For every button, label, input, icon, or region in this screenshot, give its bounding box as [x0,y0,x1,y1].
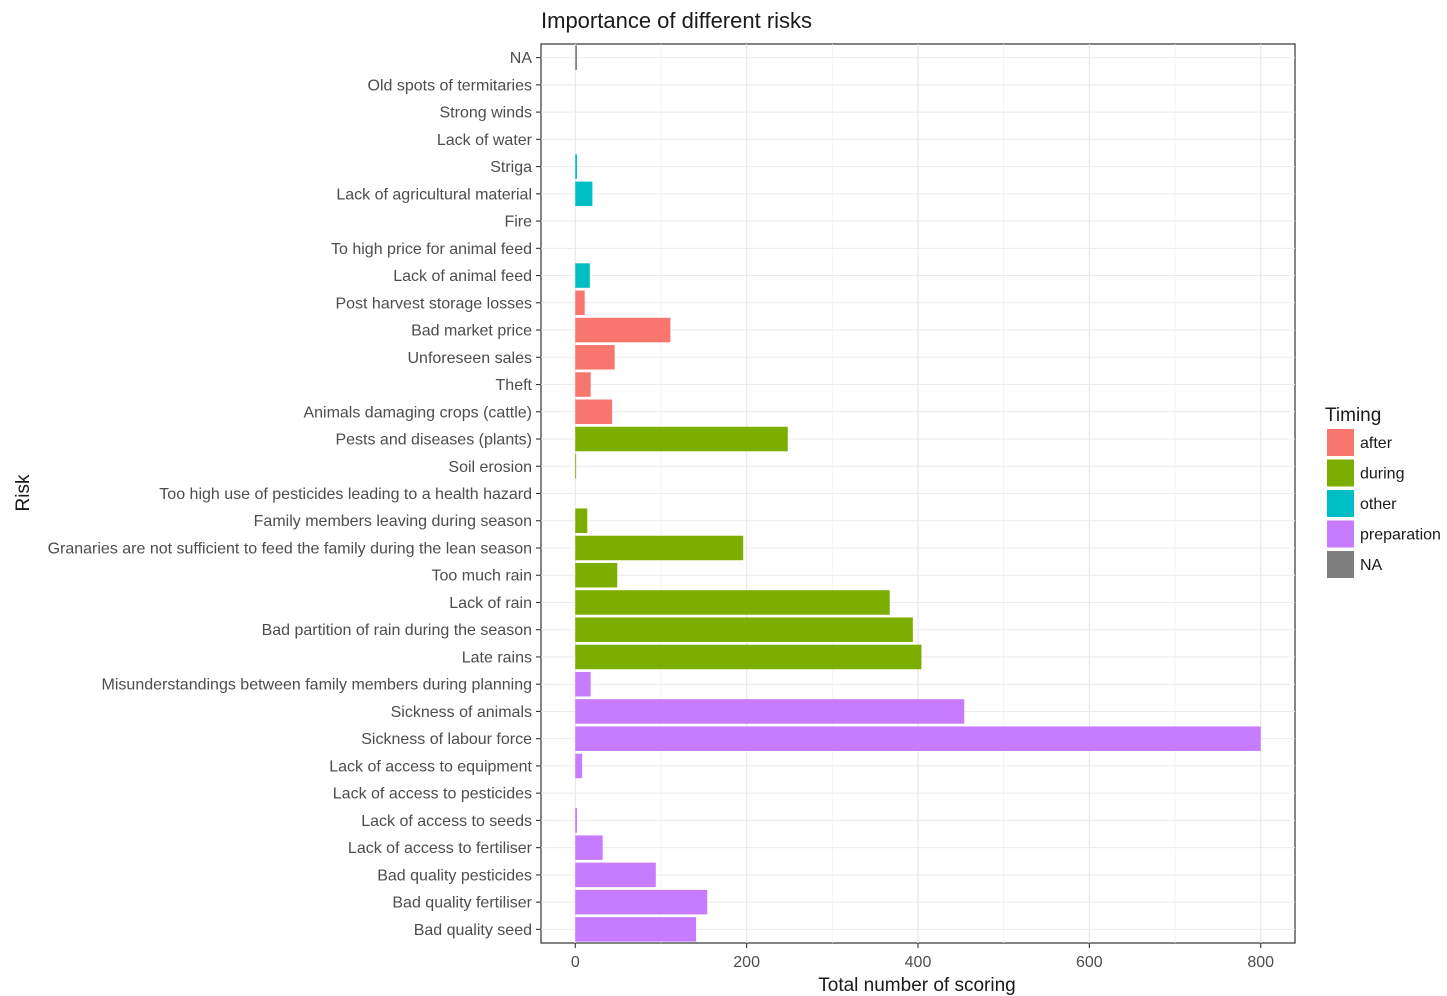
y-tick-label: Lack of access to fertiliser [348,840,533,857]
y-tick-label: Pests and diseases (plants) [335,432,532,449]
legend-label: after [1360,435,1393,452]
legend-swatch [1327,551,1354,578]
legend-swatch [1327,520,1354,548]
bar [575,453,577,479]
x-axis-title: Total number of scoring [818,975,1016,996]
bar [575,835,603,860]
bar [575,644,922,670]
y-tick-label: Strong winds [440,105,533,122]
bar [575,372,591,397]
legend-swatch [1327,490,1354,517]
bar [575,345,615,370]
bar [575,862,656,888]
bar [575,808,577,833]
y-tick-label: Bad market price [411,323,532,340]
bar [575,617,913,642]
y-tick-label: Too high use of pesticides leading to a … [159,486,532,503]
y-tick-label: To high price for animal feed [331,241,532,258]
x-tick-label: 0 [571,954,580,971]
y-tick-label: Bad quality pesticides [377,867,532,884]
bar [575,590,890,615]
bar [575,535,744,561]
bar [575,290,585,316]
y-tick-label: Lack of agricultural material [336,186,532,203]
y-axis-ticks: NA Old spots of termitaries Strong winds La… [48,50,541,939]
legend-swatch [1327,429,1354,456]
bar [575,753,583,779]
x-tick-label: 400 [905,954,932,971]
y-tick-label: Family members leaving during season [254,513,532,530]
legend-label: preparation [1360,527,1441,544]
x-axis-ticks: 0 200 400 600 800 [571,943,1274,971]
y-axis-title: Risk [13,474,34,511]
y-tick-label: Theft [496,377,533,394]
bar [575,508,588,534]
y-tick-label: Sickness of labour force [361,731,532,748]
y-tick-label: Lack of access to equipment [329,758,532,775]
bar [575,45,577,70]
bar [575,726,1261,751]
bar [575,671,591,697]
x-tick-label: 800 [1247,954,1274,971]
y-tick-label: Lack of access to pesticides [333,786,532,803]
y-tick-label: Granaries are not sufficient to feed the… [48,540,532,557]
y-tick-label: Fire [504,214,532,231]
y-tick-label: Animals damaging crops (cattle) [303,404,532,421]
y-tick-label: Lack of access to seeds [361,813,532,830]
y-tick-label: Soil erosion [448,459,532,476]
bar [575,263,590,288]
bar [575,562,618,588]
bar [575,917,697,942]
bar [575,699,965,724]
bar [575,154,577,179]
legend-label: during [1360,466,1404,483]
bar [575,889,708,915]
legend-title: Timing [1325,405,1381,426]
y-tick-label: Lack of animal feed [393,268,532,285]
bar [575,317,671,343]
legend-label: NA [1360,557,1383,574]
y-tick-label: Striga [490,159,532,176]
y-tick-label: Too much rain [432,568,533,585]
bar [575,181,593,207]
bars [575,45,1261,942]
y-tick-label: Sickness of animals [391,704,532,721]
bar [575,399,613,425]
y-tick-label: Late rains [462,649,532,666]
y-tick-label: NA [510,50,533,67]
chart-title: Importance of different risks [541,8,812,33]
legend-swatch [1327,459,1354,487]
bar [575,426,788,452]
y-tick-label: Misunderstandings between family members… [102,677,532,694]
y-tick-label: Lack of rain [449,595,532,612]
y-tick-label: Unforeseen sales [407,350,532,367]
legend-label: other [1360,496,1397,513]
y-tick-label: Bad quality seed [414,922,532,939]
y-tick-label: Lack of water [437,132,533,149]
y-tick-label: Post harvest storage losses [335,295,532,312]
y-tick-label: Bad partition of rain during the season [262,622,532,639]
x-tick-label: 600 [1076,954,1103,971]
x-tick-label: 200 [733,954,760,971]
legend: Timing after during other preparation NA [1325,405,1441,578]
y-tick-label: Bad quality fertiliser [392,895,532,912]
y-tick-label: Old spots of termitaries [368,77,533,94]
